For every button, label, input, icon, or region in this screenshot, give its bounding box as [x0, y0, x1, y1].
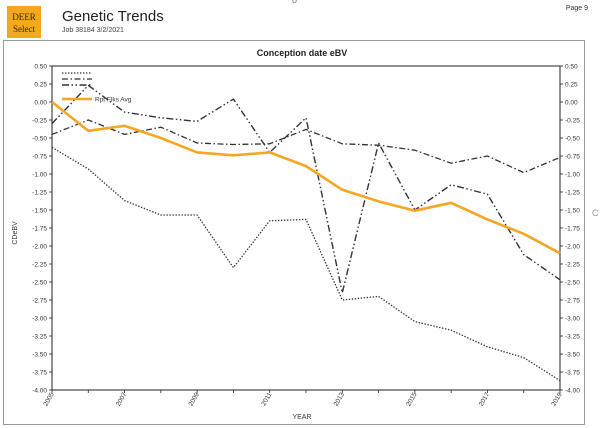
y-tick-label-left: -2.25	[32, 261, 47, 268]
series-line-4	[51, 100, 561, 255]
series-line-3	[51, 84, 561, 294]
y-tick-label-left: -2.75	[32, 297, 47, 304]
y-tick-label-left: -3.75	[32, 369, 47, 376]
y-tick-label-right: 0.50	[565, 63, 578, 70]
y-tick-label-right: -2.25	[565, 261, 580, 268]
y-tick-label-left: -1.50	[32, 207, 47, 214]
chart-title: Conception date eBV	[257, 48, 348, 58]
y-tick-label-left: -0.50	[32, 135, 47, 142]
y-tick-label-left: -4.00	[32, 387, 47, 394]
x-axis-label: YEAR	[292, 414, 311, 421]
y-tick-label-right: -1.75	[565, 225, 580, 232]
logo-line-2: Select	[13, 24, 35, 34]
stray-mark: o	[292, 0, 298, 5]
y-tick-label-left: -0.25	[32, 117, 47, 124]
x-tick-label: 2011	[260, 391, 273, 407]
y-tick-label-right: -2.00	[565, 243, 580, 250]
y-tick-label-left: -1.00	[32, 171, 47, 178]
y-tick-label-right: -4.00	[565, 387, 580, 394]
y-tick-label-right: -1.50	[565, 207, 580, 214]
y-axis-label: CDeBV	[12, 221, 19, 245]
y-tick-label-right: -2.50	[565, 279, 580, 286]
y-tick-label-left: -2.00	[32, 243, 47, 250]
y-tick-label-right: -2.75	[565, 297, 580, 304]
y-tick-label-right: -3.50	[565, 351, 580, 358]
y-tick-label-right: -1.00	[565, 171, 580, 178]
y-tick-label-right: -3.25	[565, 333, 580, 340]
x-tick-label: 2013	[333, 391, 346, 407]
y-tick-label-right: -0.50	[565, 135, 580, 142]
series-line-1	[51, 146, 561, 382]
y-tick-label-left: -3.00	[32, 315, 47, 322]
legend-label-4: Rpt Flks Avg	[95, 96, 132, 103]
y-tick-label-right: 0.25	[565, 81, 578, 88]
logo-line-1: DEER	[12, 12, 36, 22]
x-tick-label: 2007	[115, 391, 128, 407]
y-tick-label-right: 0.00	[565, 99, 578, 106]
y-tick-label-right: -3.00	[565, 315, 580, 322]
page-title: Genetic Trends	[62, 8, 164, 25]
y-tick-label-left: 0.25	[34, 81, 47, 88]
y-tick-label-left: -0.75	[32, 153, 47, 160]
y-tick-label-right: -0.25	[565, 117, 580, 124]
y-tick-label-right: -0.75	[565, 153, 580, 160]
y-tick-label-right: -3.75	[565, 369, 580, 376]
x-tick-label: 2019	[550, 391, 563, 407]
x-tick-label: 2015	[405, 391, 418, 407]
y-tick-label-left: -2.50	[32, 279, 47, 286]
y-tick-label-left: -1.75	[32, 225, 47, 232]
y-tick-label-left: -3.25	[32, 333, 47, 340]
series-line-2	[51, 119, 561, 174]
page-number: Page 9	[565, 5, 588, 12]
x-tick-label: 2017	[478, 391, 491, 407]
stray-mark-right: C	[592, 208, 599, 218]
deer-select-logo: DEER Select	[7, 6, 41, 38]
y-tick-label-left: -3.50	[32, 351, 47, 358]
y-tick-label-left: 0.00	[34, 99, 47, 106]
job-info: Job 38184 3/2/2021	[62, 27, 124, 34]
chart-panel	[3, 40, 585, 425]
plot-area	[51, 65, 561, 391]
y-tick-label-left: 0.50	[34, 63, 47, 70]
y-tick-label-left: -1.25	[32, 189, 47, 196]
y-tick-label-right: -1.25	[565, 189, 580, 196]
x-tick-label: 2009	[188, 391, 201, 407]
